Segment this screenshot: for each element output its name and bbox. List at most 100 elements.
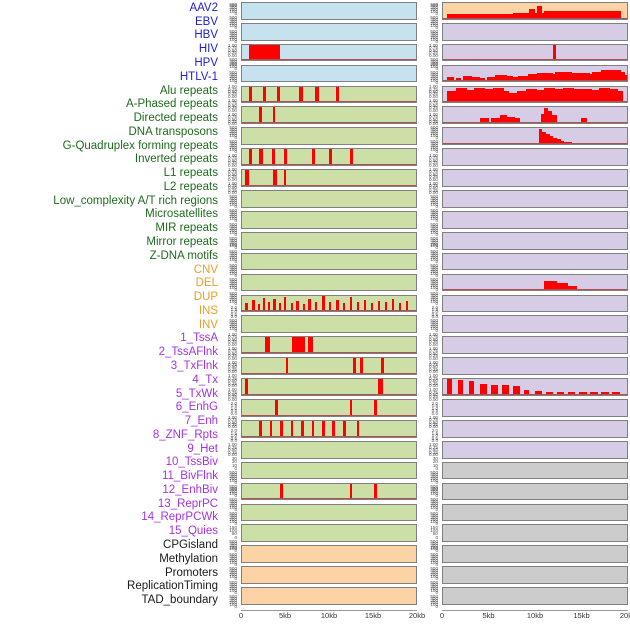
y-tick-label: 0.00 <box>228 190 237 196</box>
y-tick-label: 0.75 <box>228 417 237 423</box>
track-row <box>442 273 628 292</box>
track-baseline <box>443 143 627 145</box>
signal-bar <box>349 149 354 165</box>
signal-bar <box>549 136 554 145</box>
track-row <box>241 43 417 62</box>
track-signal <box>242 254 416 270</box>
x-tick-label: 10kb <box>320 611 338 620</box>
y-tick-label: 0.00 <box>228 452 237 457</box>
y-tick-label: 200 <box>229 516 237 522</box>
y-tick-label: 400 <box>229 251 237 257</box>
y-tick-label: 0.75 <box>429 114 438 120</box>
signal-bar <box>446 13 513 19</box>
y-tick-label: 0.00 <box>429 52 438 58</box>
signal-bar <box>273 107 276 124</box>
y-tick-label: 100 <box>229 147 237 153</box>
signal-bar <box>315 302 318 312</box>
y-tick-label: 100 <box>229 271 237 276</box>
track-signal <box>443 588 627 604</box>
y-tick-label: 100 <box>430 491 438 497</box>
y-tick-label: 500 <box>229 70 237 76</box>
track-row <box>442 210 628 229</box>
y-tick-label: 200 <box>229 76 237 82</box>
x-tick-label: 15kb <box>573 611 590 620</box>
y-tick-label: 0.50 <box>429 350 438 356</box>
y-tick-label: 100 <box>229 284 237 290</box>
signal-bar <box>582 73 598 82</box>
y-tick-label: 0.00 <box>228 424 237 430</box>
x-axis-rule <box>442 610 628 611</box>
y-tick-label: 500 <box>229 511 237 517</box>
track-row <box>241 231 417 250</box>
signal-bar <box>538 129 543 145</box>
signal-bar <box>490 118 501 124</box>
track-signal <box>242 3 416 19</box>
y-tick-label: 100 <box>229 505 237 511</box>
y-tick-label: 1.00 <box>228 166 237 172</box>
signal-bar <box>562 88 574 103</box>
signal-bar <box>501 91 510 103</box>
y-tick-label: 0 <box>435 272 438 278</box>
track-row <box>241 357 417 375</box>
y-tick-label: 20 <box>432 459 438 465</box>
y-tick-label: 400 <box>229 540 237 546</box>
track-signal <box>242 170 416 186</box>
track-signal <box>443 463 627 479</box>
signal-bar <box>573 72 591 82</box>
y-tick-label: 0.0 <box>431 438 438 444</box>
y-tick-label: 200 <box>430 145 438 151</box>
y-tick-label: 300 <box>430 542 438 548</box>
y-tick-label: 200 <box>430 558 438 564</box>
track-label-inv: INV <box>198 318 218 331</box>
signal-bar <box>542 131 547 145</box>
y-tick-label: 0 <box>234 245 237 251</box>
y-tick-label: 0.75 <box>228 375 237 381</box>
signal-bar <box>479 78 486 82</box>
x-tick-label: 5kb <box>278 611 292 620</box>
signal-bar <box>363 299 367 312</box>
y-tick-label: 500 <box>430 208 438 214</box>
signal-bar <box>446 379 453 395</box>
y-tick-label: 400 <box>430 554 438 560</box>
track-label-replicationtiming: ReplicationTiming <box>127 580 218 593</box>
y-tick-label: 500 <box>430 290 438 296</box>
y-tick-label: 400 <box>430 3 438 9</box>
y-tick-label: 300 <box>430 225 438 231</box>
y-tick-label: 200 <box>229 131 237 137</box>
y-tick-label: 0 <box>435 328 438 334</box>
signal-bar <box>560 140 565 145</box>
y-tick-label: 200 <box>430 296 438 302</box>
track-row <box>241 482 417 501</box>
y-tick-label: 0.25 <box>429 353 438 359</box>
y-tick-label: 500 <box>229 566 237 572</box>
track-row <box>442 106 628 125</box>
y-tick-label: 500 <box>229 263 237 269</box>
y-tick-label: 100 <box>430 133 438 139</box>
track-row <box>241 210 417 229</box>
y-tick-label: 0 <box>234 562 237 568</box>
signal-bar <box>252 300 256 312</box>
y-tick-label: 0.50 <box>429 47 438 53</box>
y-tick-label: 0 <box>435 259 438 265</box>
track-baseline <box>242 352 416 354</box>
y-tick-label: 300 <box>430 129 438 135</box>
signal-bar <box>479 118 489 124</box>
y-tick-label: 500 <box>229 276 237 282</box>
y-tick-label: 0 <box>234 135 237 141</box>
y-tick-label: 0.75 <box>429 86 438 92</box>
y-tick-label: 0 <box>435 217 438 223</box>
y-tick-label: 2.0 <box>431 400 438 406</box>
track-label-13-reprpc: 13_ReprPC <box>157 497 218 510</box>
y-tick-label: 0 <box>234 259 237 265</box>
signal-bar <box>308 337 314 354</box>
track-signal <box>443 275 627 291</box>
signal-bar <box>511 77 519 82</box>
y-tick-label: 500 <box>430 497 438 503</box>
y-tick-label: 500 <box>229 249 237 255</box>
y-tick-label: 0 <box>234 603 237 609</box>
y-tick-label: 0.75 <box>429 417 438 423</box>
y-tick-label: 500 <box>229 579 237 585</box>
y-tick-label: 0.25 <box>429 366 438 372</box>
y-tick-label: 0.75 <box>429 334 438 340</box>
track-label-g-quadruplex-forming-repeats: G-Quadruplex forming repeats <box>62 139 218 152</box>
